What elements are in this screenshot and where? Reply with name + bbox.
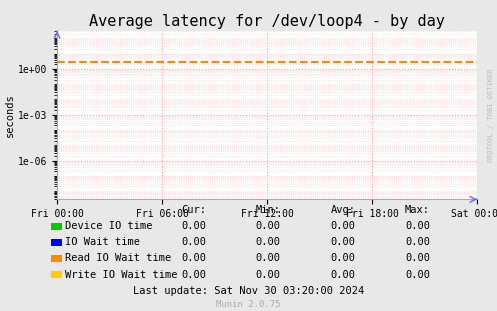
Y-axis label: seconds: seconds [5,93,15,137]
Text: 0.00: 0.00 [405,237,430,247]
Text: 0.00: 0.00 [256,221,281,231]
Text: 0.00: 0.00 [405,253,430,263]
Text: 0.00: 0.00 [331,221,355,231]
Text: 0.00: 0.00 [331,270,355,280]
Text: 0.00: 0.00 [331,253,355,263]
Text: 0.00: 0.00 [405,270,430,280]
Text: Write IO Wait time: Write IO Wait time [65,270,177,280]
Text: IO Wait time: IO Wait time [65,237,140,247]
Text: 0.00: 0.00 [181,253,206,263]
Text: 0.00: 0.00 [181,237,206,247]
Text: 0.00: 0.00 [181,270,206,280]
Text: Cur:: Cur: [181,205,206,215]
Text: 0.00: 0.00 [256,270,281,280]
Text: Max:: Max: [405,205,430,215]
Text: 0.00: 0.00 [256,253,281,263]
Text: Read IO Wait time: Read IO Wait time [65,253,171,263]
Title: Average latency for /dev/loop4 - by day: Average latency for /dev/loop4 - by day [89,14,445,29]
Text: Device IO time: Device IO time [65,221,152,231]
Text: 0.00: 0.00 [181,221,206,231]
Text: 0.00: 0.00 [331,237,355,247]
Text: RRDTOOL / TOBI OETIKER: RRDTOOL / TOBI OETIKER [488,68,494,162]
Text: Last update: Sat Nov 30 03:20:00 2024: Last update: Sat Nov 30 03:20:00 2024 [133,286,364,296]
Text: Munin 2.0.75: Munin 2.0.75 [216,300,281,309]
Text: 0.00: 0.00 [405,221,430,231]
Text: Min:: Min: [256,205,281,215]
Text: Avg:: Avg: [331,205,355,215]
Text: 0.00: 0.00 [256,237,281,247]
